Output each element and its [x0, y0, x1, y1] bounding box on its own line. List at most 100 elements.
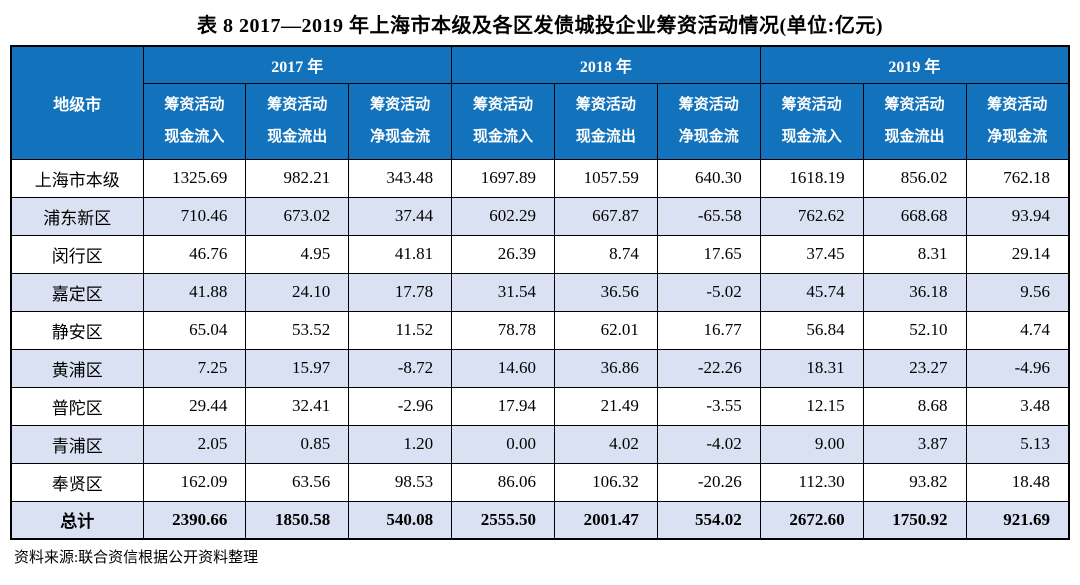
value-cell: 0.85: [245, 424, 350, 464]
year-header-2017: 2017 年: [142, 45, 453, 84]
value-cell: -20.26: [656, 462, 761, 502]
value-cell: 31.54: [451, 272, 555, 312]
value-cell: 86.06: [451, 462, 555, 502]
value-cell: 62.01: [554, 310, 658, 350]
table-row-shanghai-municipal: 上海市本级 1325.69 982.21 343.48 1697.89 1057…: [10, 158, 1070, 198]
value-cell: -4.96: [965, 348, 1070, 388]
metric-header-2018-outflow: 筹资活动 现金流出: [554, 82, 658, 160]
metric-header-line: 净现金流: [678, 128, 739, 145]
value-cell: 1750.92: [862, 500, 967, 540]
metric-header-2017-net: 筹资活动 净现金流: [348, 82, 453, 160]
value-cell: 41.88: [142, 272, 247, 312]
value-cell: -4.02: [656, 424, 761, 464]
metric-header-line: 筹资活动: [678, 96, 739, 113]
region-cell: 普陀区: [10, 386, 144, 426]
value-cell: 8.31: [862, 234, 967, 274]
metric-header-line: 筹资活动: [781, 96, 842, 113]
metric-header-2019-outflow: 筹资活动 现金流出: [862, 82, 967, 160]
value-cell: 921.69: [965, 500, 1070, 540]
year-header-2019: 2019 年: [759, 45, 1070, 84]
value-cell: 710.46: [142, 196, 247, 236]
value-cell: 602.29: [451, 196, 555, 236]
metric-header-line: 现金流出: [575, 128, 636, 145]
value-cell: 1850.58: [245, 500, 350, 540]
value-cell: 8.68: [862, 386, 967, 426]
metric-header-line: 筹资活动: [164, 96, 225, 113]
value-cell: 17.94: [451, 386, 555, 426]
value-cell: 41.81: [348, 234, 453, 274]
value-cell: 673.02: [245, 196, 350, 236]
value-cell: 106.32: [554, 462, 658, 502]
table-row-minhang: 闵行区 46.76 4.95 41.81 26.39 8.74 17.65 37…: [10, 234, 1070, 274]
metric-header-2019-inflow: 筹资活动 现金流入: [759, 82, 864, 160]
region-cell: 嘉定区: [10, 272, 144, 312]
metric-header-2019-net: 筹资活动 净现金流: [965, 82, 1070, 160]
metric-header-row: 筹资活动 现金流入 筹资活动 现金流出 筹资活动 净现金流 筹资活动 现金流入 …: [11, 82, 1070, 160]
metric-header-line: 现金流入: [164, 128, 225, 145]
table-row-pudong: 浦东新区 710.46 673.02 37.44 602.29 667.87 -…: [10, 196, 1070, 236]
region-cell: 黄浦区: [10, 348, 144, 388]
value-cell: 17.78: [348, 272, 453, 312]
value-cell: 46.76: [142, 234, 247, 274]
metric-header-line: 现金流出: [267, 128, 328, 145]
region-cell: 奉贤区: [10, 462, 144, 502]
table-header: 地级市 2017 年 2018 年 2019 年 筹资活动 现金流入 筹资活动 …: [10, 45, 1070, 160]
year-header-2018: 2018 年: [451, 45, 761, 84]
value-cell: 37.44: [348, 196, 453, 236]
region-column-header: 地级市: [10, 45, 144, 160]
metric-header-line: 现金流入: [473, 128, 534, 145]
value-cell: 56.84: [759, 310, 864, 350]
value-cell: 52.10: [862, 310, 967, 350]
value-cell: 982.21: [245, 158, 350, 198]
value-cell: 11.52: [348, 310, 453, 350]
value-cell: 45.74: [759, 272, 864, 312]
value-cell: 2.05: [142, 424, 247, 464]
value-cell: 3.87: [862, 424, 967, 464]
table-row-putuo: 普陀区 29.44 32.41 -2.96 17.94 21.49 -3.55 …: [10, 386, 1070, 426]
value-cell: 640.30: [656, 158, 761, 198]
value-cell: 1.20: [348, 424, 453, 464]
region-cell: 静安区: [10, 310, 144, 350]
table-row-qingpu: 青浦区 2.05 0.85 1.20 0.00 4.02 -4.02 9.00 …: [10, 424, 1070, 464]
value-cell: 2672.60: [759, 500, 864, 540]
value-cell: 162.09: [142, 462, 247, 502]
value-cell: 667.87: [554, 196, 658, 236]
value-cell: 0.00: [451, 424, 555, 464]
table-row-jiading: 嘉定区 41.88 24.10 17.78 31.54 36.56 -5.02 …: [10, 272, 1070, 312]
value-cell: 1325.69: [142, 158, 247, 198]
value-cell: 17.65: [656, 234, 761, 274]
value-cell: 21.49: [554, 386, 658, 426]
value-cell: 5.13: [965, 424, 1070, 464]
value-cell: 29.44: [142, 386, 247, 426]
metric-header-line: 净现金流: [987, 128, 1048, 145]
value-cell: 63.56: [245, 462, 350, 502]
metric-header-line: 筹资活动: [370, 96, 431, 113]
value-cell: 762.18: [965, 158, 1070, 198]
table-title: 表 8 2017—2019 年上海市本级及各区发债城投企业筹资活动情况(单位:亿…: [197, 15, 883, 37]
value-cell: 15.97: [245, 348, 350, 388]
region-cell: 浦东新区: [10, 196, 144, 236]
value-cell: 4.74: [965, 310, 1070, 350]
value-cell: 540.08: [348, 500, 453, 540]
metric-header-line: 筹资活动: [473, 96, 534, 113]
value-cell: 53.52: [245, 310, 350, 350]
value-cell: -22.26: [656, 348, 761, 388]
value-cell: 4.95: [245, 234, 350, 274]
year-header-row: 地级市 2017 年 2018 年 2019 年: [10, 45, 1070, 160]
metric-header-line: 筹资活动: [884, 96, 945, 113]
value-cell: -2.96: [348, 386, 453, 426]
value-cell: 856.02: [862, 158, 967, 198]
value-cell: 762.62: [759, 196, 864, 236]
metric-header-2018-inflow: 筹资活动 现金流入: [451, 82, 555, 160]
metric-header-2018-net: 筹资活动 净现金流: [656, 82, 761, 160]
value-cell: -65.58: [656, 196, 761, 236]
metric-header-line: 筹资活动: [267, 96, 328, 113]
value-cell: -5.02: [656, 272, 761, 312]
value-cell: 16.77: [656, 310, 761, 350]
metric-header-line: 净现金流: [370, 128, 431, 145]
metric-header-line: 现金流出: [884, 128, 945, 145]
value-cell: 14.60: [451, 348, 555, 388]
value-cell: 1618.19: [759, 158, 864, 198]
value-cell: 93.94: [965, 196, 1070, 236]
